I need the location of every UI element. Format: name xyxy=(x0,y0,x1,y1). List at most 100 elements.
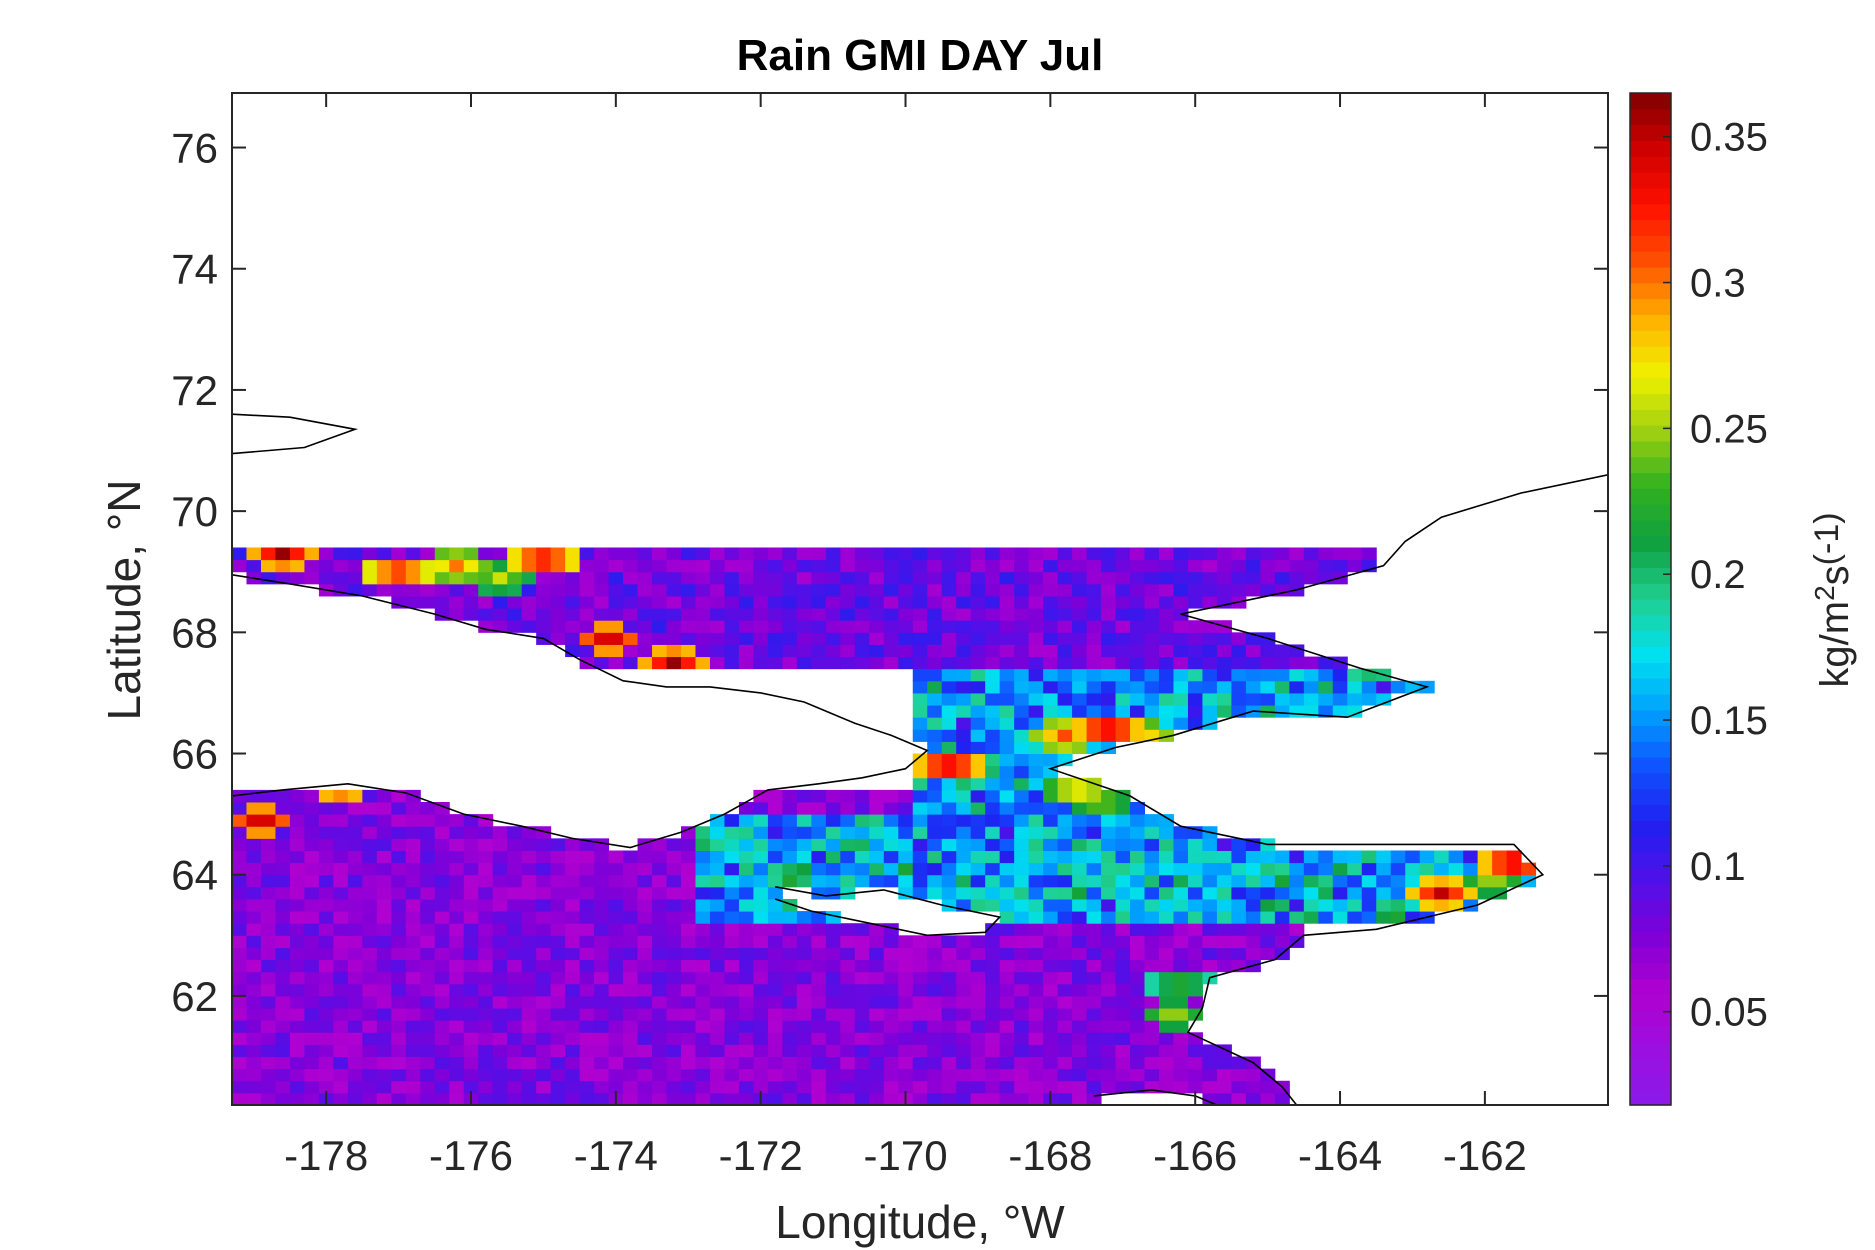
precip-cell xyxy=(1216,898,1232,912)
precip-cell xyxy=(1361,850,1377,864)
precip-cell xyxy=(767,911,783,924)
precip-cell xyxy=(1043,1056,1059,1070)
precip-cell xyxy=(478,1020,494,1033)
precip-cell xyxy=(521,559,537,573)
precip-cell xyxy=(724,559,740,573)
precip-cell xyxy=(840,595,856,609)
precip-cell xyxy=(869,850,885,864)
precip-cell xyxy=(550,1032,566,1045)
precip-cell xyxy=(1115,971,1131,985)
precip-cell xyxy=(956,656,972,670)
precip-cell xyxy=(1231,668,1247,682)
precip-cell xyxy=(1115,874,1131,888)
precip-cell xyxy=(681,886,696,900)
precip-cell xyxy=(478,583,494,597)
precip-cell xyxy=(927,741,943,755)
precip-cell xyxy=(463,886,479,900)
precip-cell xyxy=(927,717,943,730)
precip-cell xyxy=(1332,547,1348,561)
precip-cell xyxy=(956,947,972,961)
colorbar-step xyxy=(1630,678,1671,695)
precip-cell xyxy=(1043,898,1059,912)
precip-cell xyxy=(536,911,552,924)
precip-cell xyxy=(695,656,711,670)
precip-cell xyxy=(478,886,494,900)
precip-cell xyxy=(304,1056,320,1070)
precip-cell xyxy=(608,850,624,864)
precip-cell xyxy=(956,729,972,742)
precip-cell xyxy=(318,559,334,573)
precip-cell xyxy=(637,620,653,633)
precip-cell xyxy=(1043,911,1059,924)
precip-cell xyxy=(608,971,624,985)
precip-cell xyxy=(782,862,798,876)
precip-cell xyxy=(1260,935,1276,948)
colorbar-step xyxy=(1630,804,1671,821)
precip-cell xyxy=(347,583,363,597)
precip-cell xyxy=(333,850,349,864)
precip-cell xyxy=(579,620,595,633)
precip-cell xyxy=(999,1008,1015,1021)
colorbar-step xyxy=(1630,867,1671,885)
precip-cell xyxy=(927,995,943,1009)
precip-cell xyxy=(318,923,334,936)
precip-cell xyxy=(478,983,494,997)
precip-cell xyxy=(507,947,523,961)
precip-cell xyxy=(869,583,885,597)
precip-cell xyxy=(709,959,725,973)
precip-cell xyxy=(1245,923,1261,936)
precip-cell xyxy=(347,571,363,585)
precip-cell xyxy=(898,1032,914,1045)
precip-cell xyxy=(449,1092,465,1105)
precip-cell xyxy=(869,1044,885,1058)
precip-cell xyxy=(1187,571,1203,585)
precip-cell xyxy=(594,644,610,658)
precip-cell xyxy=(1028,947,1044,961)
precip-cell xyxy=(753,583,769,597)
precip-cell xyxy=(912,959,928,973)
precip-cell xyxy=(1202,705,1218,718)
precip-cell xyxy=(1202,874,1218,888)
precip-cell xyxy=(565,983,581,997)
precip-cell xyxy=(1419,874,1435,888)
precip-cell xyxy=(1072,898,1088,912)
precip-cell xyxy=(1231,1092,1247,1105)
precip-cell xyxy=(1115,911,1131,924)
precip-cell xyxy=(1072,886,1088,900)
precip-cell xyxy=(449,959,465,973)
precip-cell xyxy=(232,983,247,997)
precip-cell xyxy=(912,802,928,815)
precip-cell xyxy=(985,717,1001,730)
precip-cell xyxy=(767,1080,783,1094)
precip-cell xyxy=(289,547,305,561)
precip-cell xyxy=(1086,595,1102,609)
precip-cell xyxy=(463,1080,479,1094)
precip-cell xyxy=(869,959,885,973)
precip-cell xyxy=(362,1020,378,1033)
precip-cell xyxy=(1014,862,1030,876)
precip-cell xyxy=(1130,1020,1146,1033)
precip-cell xyxy=(362,850,378,864)
precip-cell xyxy=(579,1020,595,1033)
precip-cell xyxy=(767,632,783,645)
precip-cell xyxy=(825,583,841,597)
precip-cell xyxy=(362,1044,378,1058)
precip-cell xyxy=(869,1080,885,1094)
precip-cell xyxy=(275,850,291,864)
precip-cell xyxy=(376,1080,392,1094)
precip-cell xyxy=(1115,826,1131,839)
precip-cell xyxy=(1115,886,1131,900)
precip-cell xyxy=(521,947,537,961)
precip-cell xyxy=(260,802,276,815)
precip-cell xyxy=(1130,959,1146,973)
precip-cell xyxy=(985,874,1001,888)
precip-cell xyxy=(796,1056,812,1070)
precip-cell xyxy=(507,620,523,633)
precip-cell xyxy=(275,789,291,803)
precip-cell xyxy=(1014,595,1030,609)
colorbar-strip xyxy=(1630,93,1671,1106)
precip-cell xyxy=(1086,1032,1102,1045)
precip-cell xyxy=(405,547,421,561)
precip-cell xyxy=(1187,886,1203,900)
precip-cell xyxy=(594,874,610,888)
